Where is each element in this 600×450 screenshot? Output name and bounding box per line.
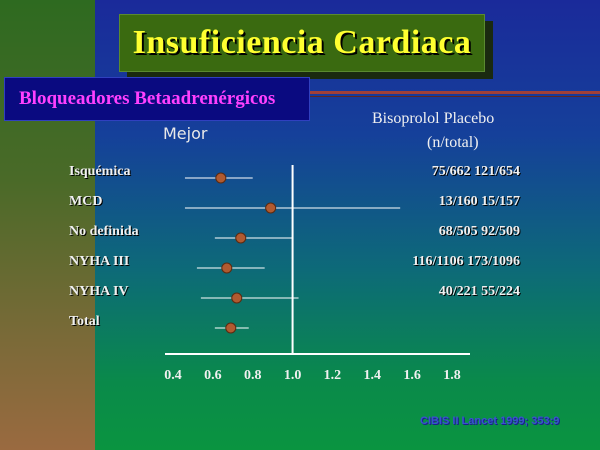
better-direction-label: Mejor — [163, 124, 208, 143]
x-tick-label-3: 1.0 — [284, 368, 302, 383]
x-tick-label-4: 1.2 — [324, 368, 342, 383]
row-values-isquemica: 75/662 121/654 — [431, 164, 520, 179]
row-label-nyha-iv: NYHA IV — [69, 284, 129, 299]
subtitle-box: Bloqueadores Betaadrenérgicos — [4, 77, 310, 121]
row-label-nyha-iii: NYHA III — [69, 254, 130, 269]
estimate-point-1 — [265, 202, 277, 214]
divider-line — [300, 91, 600, 94]
row-values-no-definida: 68/505 92/509 — [438, 224, 520, 239]
row-label-mcd: MCD — [69, 194, 103, 209]
x-tick-label-7: 1.8 — [443, 368, 461, 383]
x-tick-label-6: 1.6 — [403, 368, 421, 383]
estimate-point-3 — [221, 262, 233, 274]
row-label-total: Total — [69, 314, 100, 329]
x-tick-label-1: 0.6 — [204, 368, 222, 383]
row-values-nyha-iii: 116/1106 173/1096 — [412, 254, 520, 269]
row-label-no-definida: No definida — [69, 224, 139, 239]
divider-line-thin — [300, 96, 600, 97]
estimate-point-4 — [231, 292, 243, 304]
slide-title: Insuficiencia Cardiaca — [132, 24, 472, 61]
x-tick-label-2: 0.8 — [244, 368, 262, 383]
left-accent-bar — [0, 0, 95, 450]
column-header-drugs: Bisoprolol Placebo — [372, 110, 495, 127]
estimate-point-2 — [235, 232, 247, 244]
row-label-isquemica: Isquémica — [69, 164, 131, 179]
citation: CIBIS II Lancet 1999; 353:9 — [420, 415, 560, 427]
estimate-point-5 — [225, 322, 237, 334]
title-box: Insuficiencia Cardiaca — [119, 14, 485, 72]
x-tick-label-0: 0.4 — [164, 368, 182, 383]
slide-subtitle: Bloqueadores Betaadrenérgicos — [19, 88, 276, 109]
row-values-nyha-iv: 40/221 55/224 — [438, 284, 520, 299]
estimate-point-0 — [215, 172, 227, 184]
x-tick-label-5: 1.4 — [364, 368, 382, 383]
row-values-mcd: 13/160 15/157 — [438, 194, 520, 209]
column-header-units: (n/total) — [427, 134, 479, 151]
